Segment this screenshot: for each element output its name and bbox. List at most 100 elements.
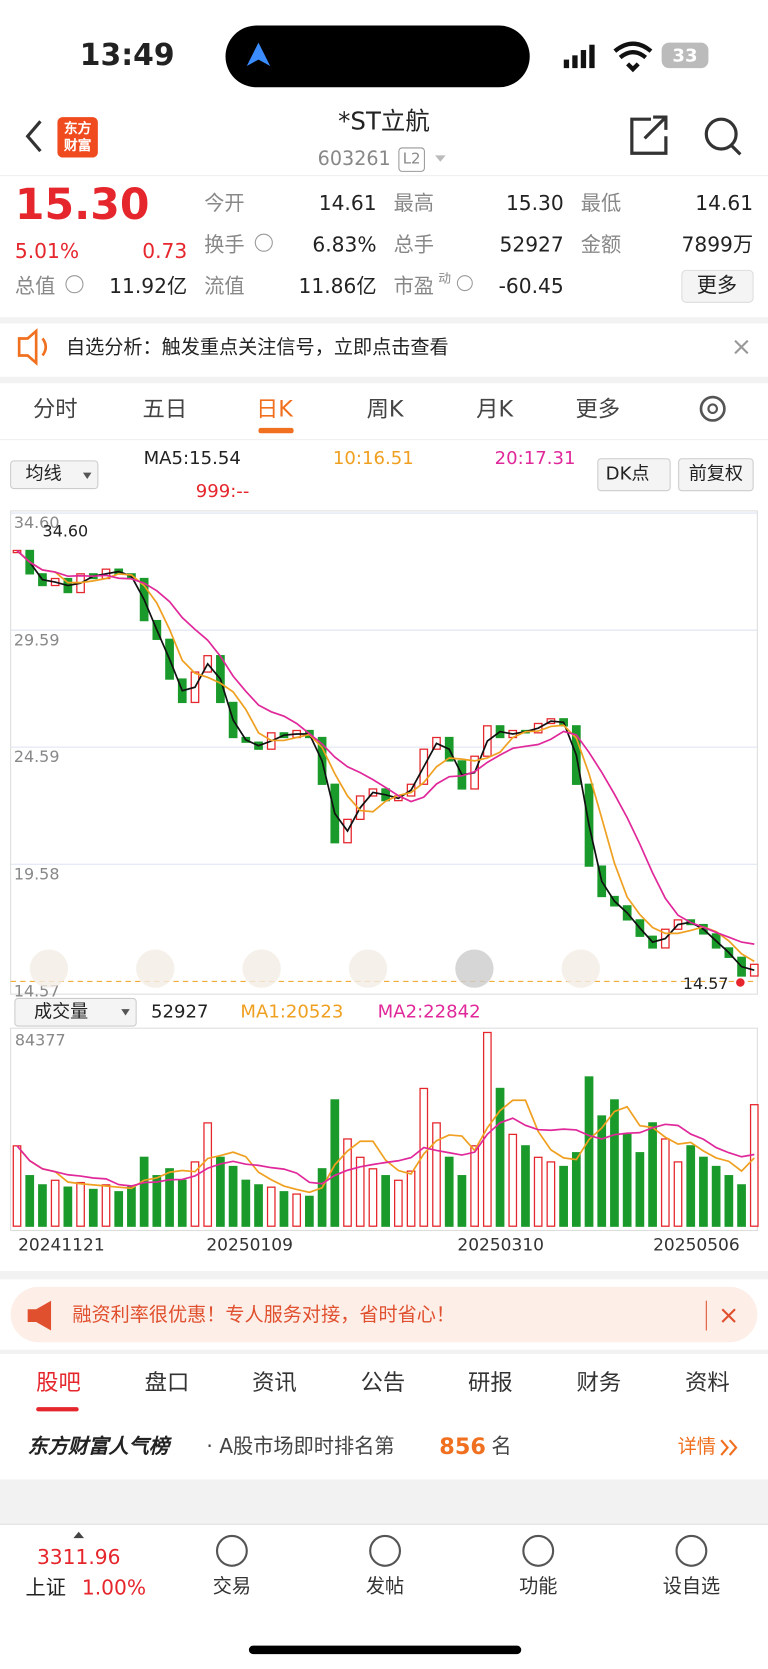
more-button[interactable] [681, 269, 754, 303]
subtab[interactable]: 财务 [577, 1370, 622, 1396]
volume-select-label: 成交量 [34, 1001, 88, 1022]
y-tick-label: 84377 [15, 1030, 66, 1049]
level: L2 [403, 150, 421, 168]
search-button[interactable] [704, 117, 742, 156]
volume-bar [203, 1122, 213, 1227]
ma-select[interactable] [10, 460, 99, 490]
tab[interactable]: 周K [367, 396, 405, 422]
volume-bar [127, 1186, 136, 1227]
low-label: 14.57 [683, 974, 729, 993]
volume-bar [406, 1170, 416, 1227]
rank-detail[interactable]: 详情 [678, 1435, 716, 1458]
subtab[interactable]: 资料 [685, 1370, 730, 1396]
volume-bar [254, 1184, 263, 1227]
subtab[interactable]: 资讯 [252, 1370, 297, 1396]
alert-text[interactable]: 自选分析：触发重点关注信号，立即点击查看 [66, 336, 449, 359]
nav-label[interactable]: 功能 [519, 1575, 557, 1598]
volume-bar [279, 1191, 289, 1227]
detail-arrow [720, 1439, 738, 1456]
volume-bar [317, 1168, 327, 1227]
volume-bar [521, 1145, 530, 1227]
wifi-icon [613, 41, 653, 73]
info-icon [65, 275, 84, 294]
index-value[interactable]: 3311.96 [37, 1545, 121, 1569]
tab[interactable]: 月K [476, 396, 514, 422]
tab[interactable]: 分时 [33, 396, 78, 422]
adjust-label: 前复权 [689, 464, 743, 485]
index-name: 上证 [26, 1576, 66, 1600]
volume-bar [381, 1175, 391, 1227]
nav-label[interactable]: 发帖 [366, 1575, 404, 1598]
subtab[interactable]: 研报 [468, 1370, 513, 1396]
rank-number: 856 [439, 1434, 486, 1460]
chart-control[interactable] [242, 949, 281, 988]
share-button[interactable] [630, 115, 668, 155]
logo [57, 117, 98, 158]
close-ad[interactable] [721, 1308, 736, 1323]
volume-bar [393, 1179, 403, 1227]
volume-bar [584, 1076, 594, 1227]
field-label: 流值 [204, 274, 244, 298]
nav-label[interactable]: 交易 [213, 1575, 251, 1598]
vol-ma2-line [16, 1117, 755, 1187]
vol-ma1: MA1:20523 [240, 1001, 343, 1022]
volume-bar [177, 1179, 187, 1227]
back-button[interactable] [25, 120, 42, 153]
ad-banner[interactable] [10, 1286, 758, 1343]
stock-title: *ST立航 [338, 106, 430, 135]
nav-label[interactable]: 设自选 [663, 1575, 720, 1598]
field-label: 总值 [15, 274, 55, 298]
tab[interactable]: 五日 [143, 396, 188, 422]
up-arrow [73, 1531, 85, 1539]
dk-button[interactable] [597, 458, 671, 492]
chart-control[interactable] [348, 949, 388, 988]
volume-select[interactable] [14, 997, 137, 1027]
volume-bar [38, 1184, 47, 1227]
subtab[interactable]: 盘口 [145, 1370, 190, 1396]
status-time: 13:49 [80, 38, 175, 73]
subtab[interactable]: 公告 [361, 1370, 406, 1396]
adjust-button[interactable] [678, 458, 754, 492]
chart-control[interactable] [29, 949, 69, 988]
tab[interactable]: 更多 [575, 396, 620, 422]
chart-control[interactable] [455, 949, 494, 988]
volume-bar [355, 1156, 365, 1227]
logo-text: 财富 [64, 137, 92, 154]
ma10: 10:16.51 [333, 448, 414, 469]
dynamic-island [225, 25, 530, 88]
field-value: 6.83% [312, 232, 376, 256]
ma20-line [16, 549, 755, 945]
volume-bar [635, 1152, 645, 1227]
rank-text: · A股市场即时排名第 [206, 1434, 394, 1458]
tab[interactable]: 日K [256, 396, 294, 422]
volume-bar [50, 1179, 60, 1227]
volume-bar [165, 1168, 174, 1227]
x-tick-label: 20241121 [18, 1235, 105, 1255]
volume-bar [622, 1133, 632, 1227]
separator [0, 1479, 768, 1525]
volume-bar [571, 1152, 581, 1227]
ma20: 20:17.31 [495, 448, 576, 469]
price: 15.30 [15, 180, 150, 230]
volume-bar [190, 1161, 200, 1227]
close-alert[interactable] [734, 339, 749, 355]
field-value: 52927 [500, 232, 564, 256]
y-tick-label: 29.59 [14, 630, 60, 649]
separator [0, 317, 768, 324]
subtab[interactable]: 股吧 [36, 1370, 81, 1396]
field-value: 14.61 [319, 191, 377, 215]
chart-control[interactable] [561, 949, 600, 988]
ma5-line [16, 549, 755, 971]
chart-control[interactable] [136, 949, 175, 988]
megaphone-icon [27, 1300, 52, 1331]
volume-bar [216, 1156, 225, 1227]
dropdown-arrow [121, 1009, 130, 1016]
dropdown-arrow [435, 155, 446, 162]
volume-bar [457, 1175, 467, 1227]
y-tick-label: 19.58 [14, 864, 60, 883]
volume-bar [533, 1156, 543, 1227]
settings-button[interactable] [699, 395, 726, 422]
field-value: 15.30 [506, 191, 564, 215]
nav-icon [522, 1534, 555, 1567]
